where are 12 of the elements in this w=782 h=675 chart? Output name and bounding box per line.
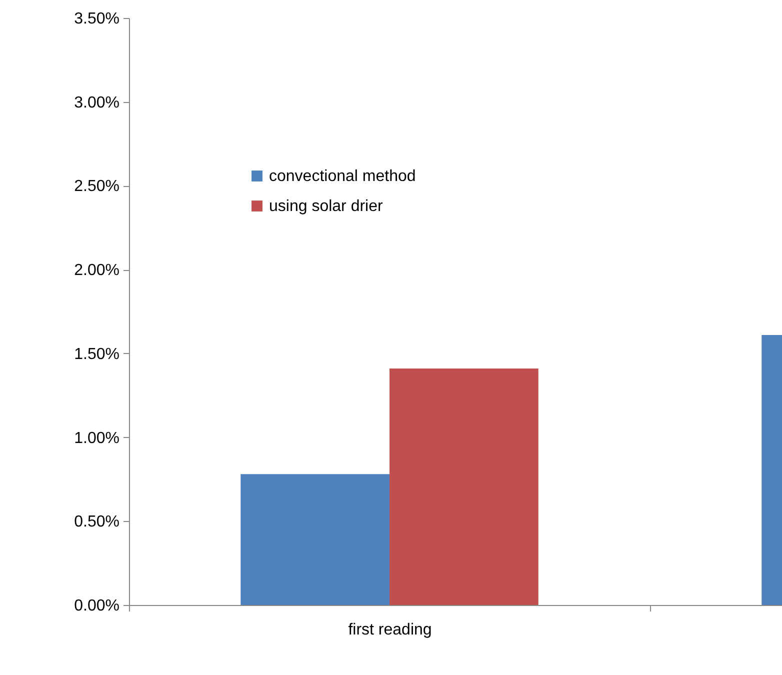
y-tick-label: 2.00% [74, 262, 120, 280]
y-tick-label: 0.50% [74, 514, 120, 531]
x-tick-label: first reading [348, 622, 432, 638]
legend-label: using solar drier [269, 198, 384, 215]
y-tick-label: 0.00% [74, 598, 120, 614]
legend-label: convectional method [269, 168, 416, 185]
y-tick-label: 1.50% [74, 346, 120, 363]
y-tick-label: 3.00% [74, 94, 120, 112]
bar [390, 368, 538, 605]
y-tick-label: 1.00% [74, 430, 120, 447]
y-tick-label: 2.50% [74, 178, 120, 196]
y-tick-label: 3.50% [74, 10, 120, 28]
